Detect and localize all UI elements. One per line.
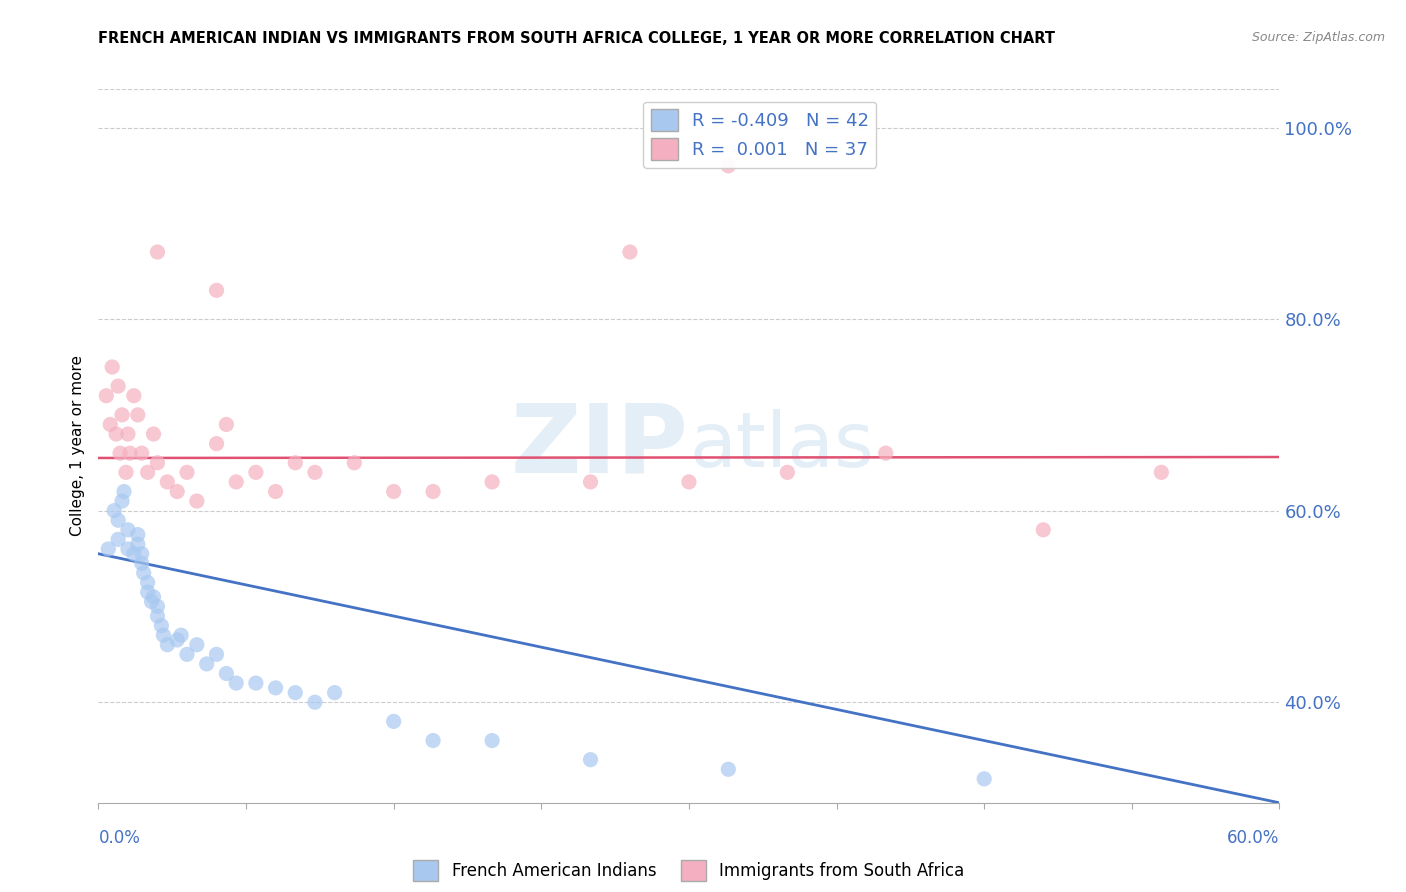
Point — [245, 466, 267, 480]
Point — [973, 772, 995, 786]
Point — [382, 484, 405, 499]
Text: 0.0%: 0.0% — [98, 829, 141, 847]
Point — [323, 686, 346, 700]
Point — [105, 427, 128, 442]
Point — [875, 446, 897, 460]
Legend: French American Indians, Immigrants from South Africa: French American Indians, Immigrants from… — [406, 854, 972, 888]
Point — [146, 245, 169, 260]
Point — [111, 408, 134, 422]
Point — [115, 466, 138, 480]
Point — [284, 456, 307, 470]
Point — [422, 484, 444, 499]
Point — [205, 284, 228, 298]
Point — [170, 628, 193, 642]
Point — [146, 456, 169, 470]
Point — [304, 466, 326, 480]
Point — [717, 762, 740, 776]
Point — [112, 484, 135, 499]
Point — [678, 475, 700, 489]
Point — [205, 648, 228, 662]
Point — [225, 475, 247, 489]
Point — [264, 484, 287, 499]
Point — [101, 359, 124, 374]
Point — [152, 628, 174, 642]
Point — [156, 638, 179, 652]
Point — [245, 676, 267, 690]
Point — [132, 566, 155, 580]
Point — [108, 446, 131, 460]
Point — [215, 417, 238, 432]
Point — [103, 503, 125, 517]
Point — [107, 513, 129, 527]
Point — [176, 466, 198, 480]
Point — [118, 446, 141, 460]
Point — [141, 594, 163, 608]
Point — [422, 733, 444, 747]
Point — [579, 475, 602, 489]
Point — [122, 547, 145, 561]
Point — [146, 609, 169, 624]
Point — [481, 733, 503, 747]
Point — [131, 446, 153, 460]
Point — [343, 456, 366, 470]
Point — [107, 533, 129, 547]
Text: FRENCH AMERICAN INDIAN VS IMMIGRANTS FROM SOUTH AFRICA COLLEGE, 1 YEAR OR MORE C: FRENCH AMERICAN INDIAN VS IMMIGRANTS FRO… — [98, 31, 1056, 46]
Text: Source: ZipAtlas.com: Source: ZipAtlas.com — [1251, 31, 1385, 45]
Point — [117, 427, 139, 442]
Point — [150, 618, 173, 632]
Point — [186, 494, 208, 508]
Point — [122, 389, 145, 403]
Point — [127, 537, 149, 551]
Point — [136, 575, 159, 590]
Point — [225, 676, 247, 690]
Point — [136, 466, 159, 480]
Point — [142, 590, 165, 604]
Point — [131, 547, 153, 561]
Point — [146, 599, 169, 614]
Point — [136, 585, 159, 599]
Point — [1032, 523, 1054, 537]
Point — [195, 657, 218, 671]
Point — [481, 475, 503, 489]
Point — [156, 475, 179, 489]
Point — [127, 408, 149, 422]
Point — [98, 417, 121, 432]
Text: atlas: atlas — [689, 409, 873, 483]
Point — [717, 159, 740, 173]
Point — [111, 494, 134, 508]
Point — [97, 541, 120, 556]
Point — [205, 436, 228, 450]
Point — [382, 714, 405, 729]
Point — [166, 484, 188, 499]
Point — [284, 686, 307, 700]
Point — [215, 666, 238, 681]
Point — [264, 681, 287, 695]
Point — [107, 379, 129, 393]
Point — [176, 648, 198, 662]
Point — [117, 541, 139, 556]
Point — [96, 389, 118, 403]
Point — [117, 523, 139, 537]
Text: ZIP: ZIP — [510, 400, 689, 492]
Point — [166, 632, 188, 647]
Text: 60.0%: 60.0% — [1227, 829, 1279, 847]
Point — [131, 557, 153, 571]
Point — [1150, 466, 1173, 480]
Point — [304, 695, 326, 709]
Point — [579, 753, 602, 767]
Point — [776, 466, 799, 480]
Y-axis label: College, 1 year or more: College, 1 year or more — [70, 356, 86, 536]
Point — [186, 638, 208, 652]
Point — [127, 527, 149, 541]
Point — [142, 427, 165, 442]
Point — [619, 245, 641, 260]
